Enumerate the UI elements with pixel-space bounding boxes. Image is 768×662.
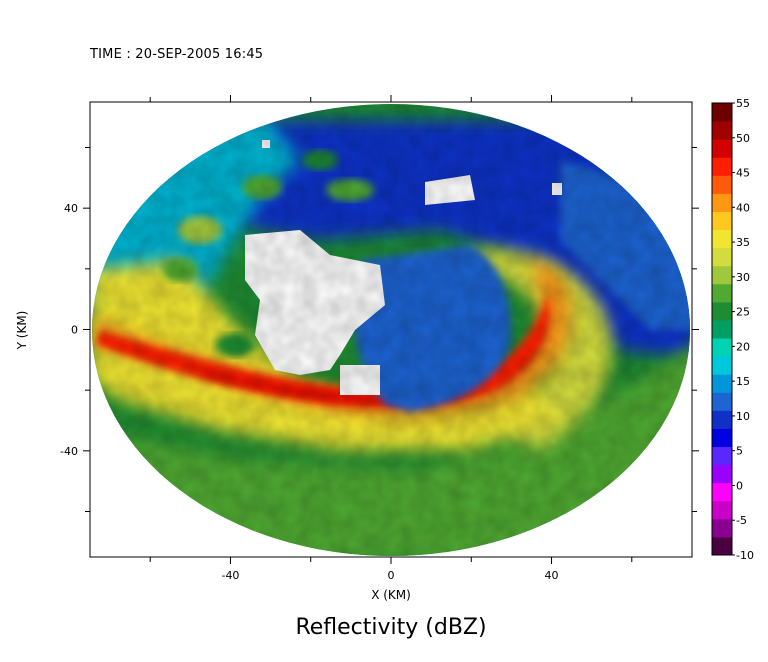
field-texture <box>92 104 690 556</box>
colorbar-swatch <box>712 464 732 484</box>
y-axis-title: Y (KM) <box>15 310 29 350</box>
x-tick-label: -40 <box>221 569 239 582</box>
colorbar-frame <box>711 102 733 556</box>
colorbar-swatch <box>712 175 732 194</box>
radar-field <box>92 104 690 556</box>
colorbar-swatch <box>712 139 732 158</box>
colorbar-swatch <box>712 482 732 502</box>
colorbar-tick-label: 35 <box>736 236 750 249</box>
colorbar-tick-label: 10 <box>736 410 750 423</box>
colorbar-swatch <box>712 301 732 321</box>
colorbar-swatch <box>712 374 732 393</box>
colorbar-tick-label: 25 <box>736 306 750 319</box>
colorbar-swatch <box>712 500 732 520</box>
colorbar-tick-label: 40 <box>736 201 750 214</box>
colorbar-tick-label: 20 <box>736 340 750 353</box>
colorbar-swatch <box>712 121 732 140</box>
colorbar-swatch <box>712 103 732 122</box>
y-tick-label: 40 <box>64 202 78 215</box>
colorbar-swatch <box>712 356 732 375</box>
colorbar-swatch <box>712 446 732 466</box>
colorbar-tick-label: 0 <box>736 479 743 492</box>
colorbar-swatch <box>712 410 732 429</box>
colorbar-swatch <box>712 536 732 556</box>
x-axis-title: X (KM) <box>371 588 411 602</box>
colorbar-tick-label: -10 <box>736 549 754 562</box>
colorbar-swatch <box>712 229 732 249</box>
colorbar-swatch <box>712 247 732 267</box>
colorbar-swatch <box>712 211 732 231</box>
chart-title: Reflectivity (dBZ) <box>295 615 487 640</box>
colorbar-tick-label: -5 <box>736 514 747 527</box>
colorbar-swatch <box>712 193 732 212</box>
colorbar-tick-label: 45 <box>736 167 750 180</box>
colorbar-swatch <box>712 428 732 448</box>
x-tick-label: 0 <box>388 569 395 582</box>
colorbar-tick-label: 55 <box>736 97 750 110</box>
colorbar-tick-label: 5 <box>736 445 743 458</box>
colorbar-tick-label: 50 <box>736 132 750 145</box>
colorbar-swatch <box>712 392 732 411</box>
colorbar-tick-label: 30 <box>736 271 750 284</box>
colorbar-swatch <box>712 518 732 538</box>
x-tick-label: 40 <box>545 569 559 582</box>
colorbar-swatch <box>712 157 732 176</box>
axis-ticks: -40 0 40 -40 0 40 <box>60 95 699 582</box>
colorbar-swatch <box>712 283 732 303</box>
y-tick-label: 0 <box>71 324 78 337</box>
colorbar-swatch <box>712 338 732 357</box>
colorbar-swatch <box>712 265 732 285</box>
y-tick-label: -40 <box>60 445 78 458</box>
timestamp-label: TIME : 20-SEP-2005 16:45 <box>90 47 264 62</box>
colorbar-swatch <box>712 319 732 339</box>
colorbar-tick-label: 15 <box>736 375 750 388</box>
